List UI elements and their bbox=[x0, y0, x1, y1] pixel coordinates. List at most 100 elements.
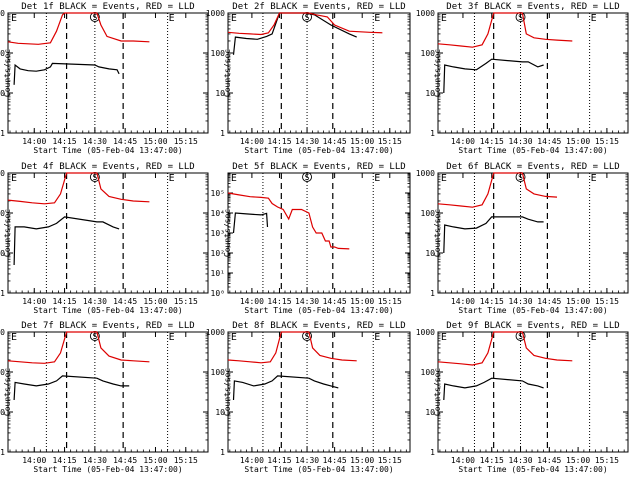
x-tick-label: 14:30 bbox=[295, 456, 319, 465]
y-tick-label: 1000 bbox=[416, 328, 435, 337]
x-tick-label: 14:45 bbox=[323, 297, 347, 306]
panel-title: Det 1f BLACK = Events, RED = LLD bbox=[21, 2, 194, 12]
marker-e-left: E bbox=[11, 13, 17, 24]
x-tick-label: 15:15 bbox=[174, 137, 198, 146]
series-line-events bbox=[232, 12, 357, 55]
x-tick-label: 14:15 bbox=[480, 297, 504, 306]
x-tick-label: 14:30 bbox=[295, 137, 319, 146]
plot-frame bbox=[7, 12, 209, 134]
y-tick-label: 100 bbox=[421, 49, 436, 58]
x-tick-label: 14:45 bbox=[537, 297, 561, 306]
marker-s: S bbox=[305, 13, 310, 22]
panel-det1: Det 1f BLACK = Events, RED = LLD 1 10 100 10… bbox=[0, 2, 209, 155]
x-tick-label: 15:00 bbox=[350, 297, 374, 306]
y-tick-label: 10⁵ bbox=[211, 189, 225, 198]
marker-e-left: E bbox=[231, 13, 237, 24]
y-tick-label: 1 bbox=[0, 129, 5, 138]
y-tick-label: 1 bbox=[430, 448, 435, 457]
x-tick-label: 15:15 bbox=[174, 456, 198, 465]
x-tick-label: 14:45 bbox=[537, 137, 561, 146]
y-tick-label: 1000 bbox=[416, 9, 435, 18]
x-axis-label: Start Time (05-Feb-04 13:47:00) bbox=[33, 465, 182, 474]
y-axis-label: Counts/sec bbox=[433, 368, 442, 416]
y-tick-label: 1000 bbox=[416, 169, 435, 178]
panel-det7: Det 7f BLACK = Events, RED = LLD 1 10 100 10… bbox=[0, 321, 209, 474]
marker-s: S bbox=[518, 13, 523, 22]
y-tick-label: 1000 bbox=[0, 9, 5, 18]
x-tick-label: 15:00 bbox=[566, 456, 590, 465]
marker-s: S bbox=[305, 332, 310, 341]
marker-e-left: E bbox=[441, 173, 447, 184]
x-tick-label: 14:00 bbox=[240, 137, 264, 146]
panel-det6: Det 6f BLACK = Events, RED = LLD 1 10 100 10… bbox=[416, 162, 629, 315]
marker-s: S bbox=[92, 13, 97, 22]
y-axis-label: Counts/sec bbox=[3, 368, 12, 416]
x-tick-label: 15:00 bbox=[143, 456, 167, 465]
y-tick-label: 1 bbox=[220, 129, 225, 138]
x-tick-label: 15:15 bbox=[595, 137, 619, 146]
marker-e-left: E bbox=[11, 332, 17, 343]
x-axis-label: Start Time (05-Feb-04 13:47:00) bbox=[244, 146, 393, 155]
y-tick-label: 1000 bbox=[206, 9, 225, 18]
x-axis-label: Start Time (05-Feb-04 13:47:00) bbox=[458, 465, 607, 474]
series-line-events bbox=[232, 212, 269, 234]
x-axis-label: Start Time (05-Feb-04 13:47:00) bbox=[33, 306, 182, 315]
series-line-events bbox=[13, 375, 130, 401]
x-tick-label: 14:15 bbox=[53, 137, 77, 146]
x-tick-label: 14:00 bbox=[451, 137, 475, 146]
x-tick-label: 14:45 bbox=[323, 456, 347, 465]
x-tick-label: 15:00 bbox=[566, 137, 590, 146]
series-line-lld bbox=[7, 331, 150, 364]
marker-e-left: E bbox=[231, 332, 237, 343]
y-tick-label: 10 bbox=[425, 249, 435, 258]
panel-title: Det 9f BLACK = Events, RED = LLD bbox=[446, 321, 619, 331]
y-tick-label: 100 bbox=[0, 368, 5, 377]
x-tick-label: 14:00 bbox=[22, 456, 46, 465]
x-tick-label: 15:15 bbox=[378, 297, 402, 306]
x-tick-label: 14:30 bbox=[83, 137, 107, 146]
marker-e-left: E bbox=[231, 173, 237, 184]
y-axis-label: Counts/sec bbox=[433, 49, 442, 97]
x-tick-label: 14:00 bbox=[451, 456, 475, 465]
y-tick-label: 10 bbox=[0, 408, 5, 417]
x-tick-label: 14:15 bbox=[267, 297, 291, 306]
y-tick-label: 10¹ bbox=[211, 269, 225, 278]
y-tick-label: 1 bbox=[430, 289, 435, 298]
y-tick-label: 1 bbox=[430, 129, 435, 138]
marker-s: S bbox=[92, 332, 97, 341]
x-axis-label: Start Time (05-Feb-04 13:47:00) bbox=[458, 146, 607, 155]
panel-det3: Det 3f BLACK = Events, RED = LLD 1 10 100 10… bbox=[416, 2, 629, 155]
panel-det8: Det 8f BLACK = Events, RED = LLD 1 10 100 10… bbox=[206, 321, 411, 474]
series-line-lld bbox=[437, 172, 558, 208]
x-tick-label: 14:00 bbox=[22, 297, 46, 306]
y-tick-label: 1000 bbox=[0, 328, 5, 337]
plot-frame bbox=[437, 331, 629, 453]
series-line-events bbox=[443, 216, 544, 254]
x-tick-label: 14:00 bbox=[240, 456, 264, 465]
x-axis-label: Start Time (05-Feb-04 13:47:00) bbox=[244, 306, 393, 315]
marker-s-circle bbox=[302, 172, 313, 182]
x-tick-label: 14:15 bbox=[53, 297, 77, 306]
x-tick-label: 14:45 bbox=[113, 456, 137, 465]
x-tick-label: 15:00 bbox=[143, 137, 167, 146]
y-tick-label: 10 bbox=[0, 249, 5, 258]
marker-e: E bbox=[591, 173, 597, 184]
marker-e: E bbox=[169, 332, 175, 343]
x-tick-label: 15:15 bbox=[378, 456, 402, 465]
y-tick-label: 10 bbox=[425, 89, 435, 98]
plot-frame bbox=[7, 172, 209, 294]
y-tick-label: 1000 bbox=[206, 328, 225, 337]
x-tick-label: 14:15 bbox=[480, 456, 504, 465]
y-tick-label: 10 bbox=[215, 89, 225, 98]
marker-e: E bbox=[169, 173, 175, 184]
series-line-lld bbox=[437, 12, 573, 48]
plot-frame bbox=[437, 12, 629, 134]
y-tick-label: 1 bbox=[0, 448, 5, 457]
x-tick-label: 14:45 bbox=[323, 137, 347, 146]
series-line-lld bbox=[227, 12, 383, 36]
y-tick-label: 10 bbox=[425, 408, 435, 417]
x-tick-label: 15:00 bbox=[566, 297, 590, 306]
x-tick-label: 14:00 bbox=[22, 137, 46, 146]
marker-e-left: E bbox=[441, 13, 447, 24]
